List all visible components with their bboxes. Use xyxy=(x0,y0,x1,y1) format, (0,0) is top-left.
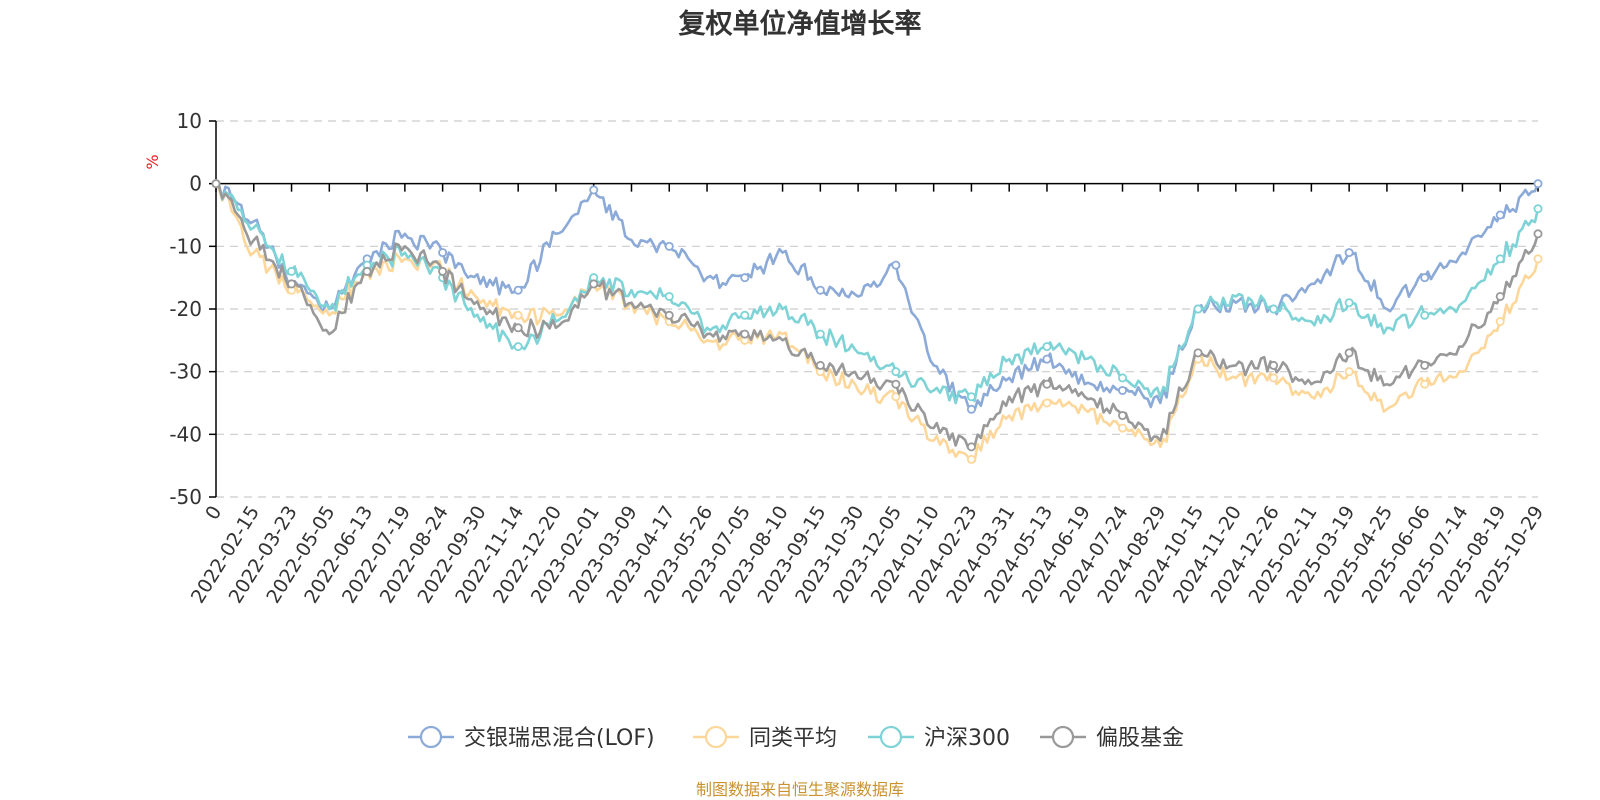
data-point xyxy=(589,279,599,289)
data-point xyxy=(1042,354,1052,364)
grid-lines xyxy=(216,120,1538,498)
legend-marker xyxy=(879,725,903,749)
data-point xyxy=(1344,298,1354,308)
data-point xyxy=(1042,398,1052,408)
data-point xyxy=(966,392,976,402)
data-point xyxy=(513,310,523,320)
data-point xyxy=(815,329,825,339)
legend-marker xyxy=(704,725,728,749)
data-point xyxy=(1344,367,1354,377)
y-tick-label: -50 xyxy=(169,485,202,509)
data-point xyxy=(1193,348,1203,358)
data-point xyxy=(1269,304,1279,314)
data-point xyxy=(589,185,599,195)
data-point xyxy=(966,454,976,464)
series-line xyxy=(214,182,1540,405)
data-point xyxy=(1269,373,1279,383)
legend-label: 同类平均 xyxy=(749,726,837,751)
data-point xyxy=(891,392,901,402)
legend-label: 交银瑞思混合(LOF) xyxy=(464,726,655,751)
data-point xyxy=(1495,317,1505,327)
chart-title: 复权单位净值增长率 xyxy=(679,8,922,40)
series-line xyxy=(214,182,1540,412)
data-point xyxy=(664,310,674,320)
data-point xyxy=(1533,204,1543,214)
legend-item[interactable]: 同类平均 xyxy=(693,725,837,751)
data-point xyxy=(1495,291,1505,301)
y-tick-label: -10 xyxy=(169,234,202,258)
data-point xyxy=(1533,179,1543,189)
data-point xyxy=(1344,248,1354,258)
data-point xyxy=(891,367,901,377)
data-point xyxy=(362,266,372,276)
data-point xyxy=(438,266,448,276)
data-point xyxy=(1533,229,1543,239)
data-point xyxy=(513,342,523,352)
legend-marker xyxy=(419,725,443,749)
data-point xyxy=(1420,379,1430,389)
y-tick-label: -40 xyxy=(169,422,202,446)
legend[interactable]: 交银瑞思混合(LOF) 同类平均 沪深300 偏股基金 xyxy=(408,725,1184,751)
legend-item[interactable]: 沪深300 xyxy=(868,725,1010,751)
data-point xyxy=(438,248,448,258)
y-tick-label: -20 xyxy=(169,297,202,321)
data-point xyxy=(1420,310,1430,320)
data-point xyxy=(1042,379,1052,389)
data-point xyxy=(966,404,976,414)
data-point xyxy=(1118,385,1128,395)
data-point xyxy=(1269,360,1279,370)
data-point xyxy=(287,279,297,289)
y-tick-labels: 10 0 -10 -20 -30 -40 -50 xyxy=(169,109,202,509)
data-point xyxy=(1042,342,1052,352)
y-tick-label: 10 xyxy=(177,109,202,133)
data-point xyxy=(664,291,674,301)
legend-item[interactable]: 偏股基金 xyxy=(1040,725,1184,751)
data-point xyxy=(815,360,825,370)
data-point xyxy=(211,179,221,189)
data-point xyxy=(287,266,297,276)
data-point xyxy=(664,241,674,251)
series-line xyxy=(214,182,1540,450)
data-point xyxy=(1193,304,1203,314)
data-point xyxy=(740,273,750,283)
data-point xyxy=(1420,273,1430,283)
legend-label: 沪深300 xyxy=(924,726,1010,751)
data-source-note: 制图数据来自恒生聚源数据库 xyxy=(696,780,904,799)
y-tick-label: -30 xyxy=(169,360,202,384)
data-point xyxy=(740,329,750,339)
data-point xyxy=(513,285,523,295)
data-point xyxy=(1118,423,1128,433)
data-point xyxy=(1533,254,1543,264)
data-point xyxy=(1420,360,1430,370)
data-point xyxy=(513,323,523,333)
legend-marker xyxy=(1051,725,1075,749)
data-point xyxy=(966,442,976,452)
data-point xyxy=(815,285,825,295)
data-point xyxy=(1118,373,1128,383)
legend-label: 偏股基金 xyxy=(1096,726,1184,751)
y-tick-label: 0 xyxy=(189,172,202,196)
data-point xyxy=(891,260,901,270)
data-point xyxy=(1344,348,1354,358)
data-point xyxy=(740,310,750,320)
data-point xyxy=(1495,254,1505,264)
y-axis-unit: % xyxy=(143,154,162,169)
data-point xyxy=(1118,411,1128,421)
x-tick-label: 0 xyxy=(201,502,226,524)
series-line xyxy=(214,182,1540,463)
legend-item[interactable]: 交银瑞思混合(LOF) xyxy=(408,725,655,751)
data-point xyxy=(1495,210,1505,220)
series-lines xyxy=(211,179,1543,464)
data-point xyxy=(891,379,901,389)
x-tick-labels: 02022-02-152022-03-232022-05-052022-06-1… xyxy=(187,502,1548,607)
